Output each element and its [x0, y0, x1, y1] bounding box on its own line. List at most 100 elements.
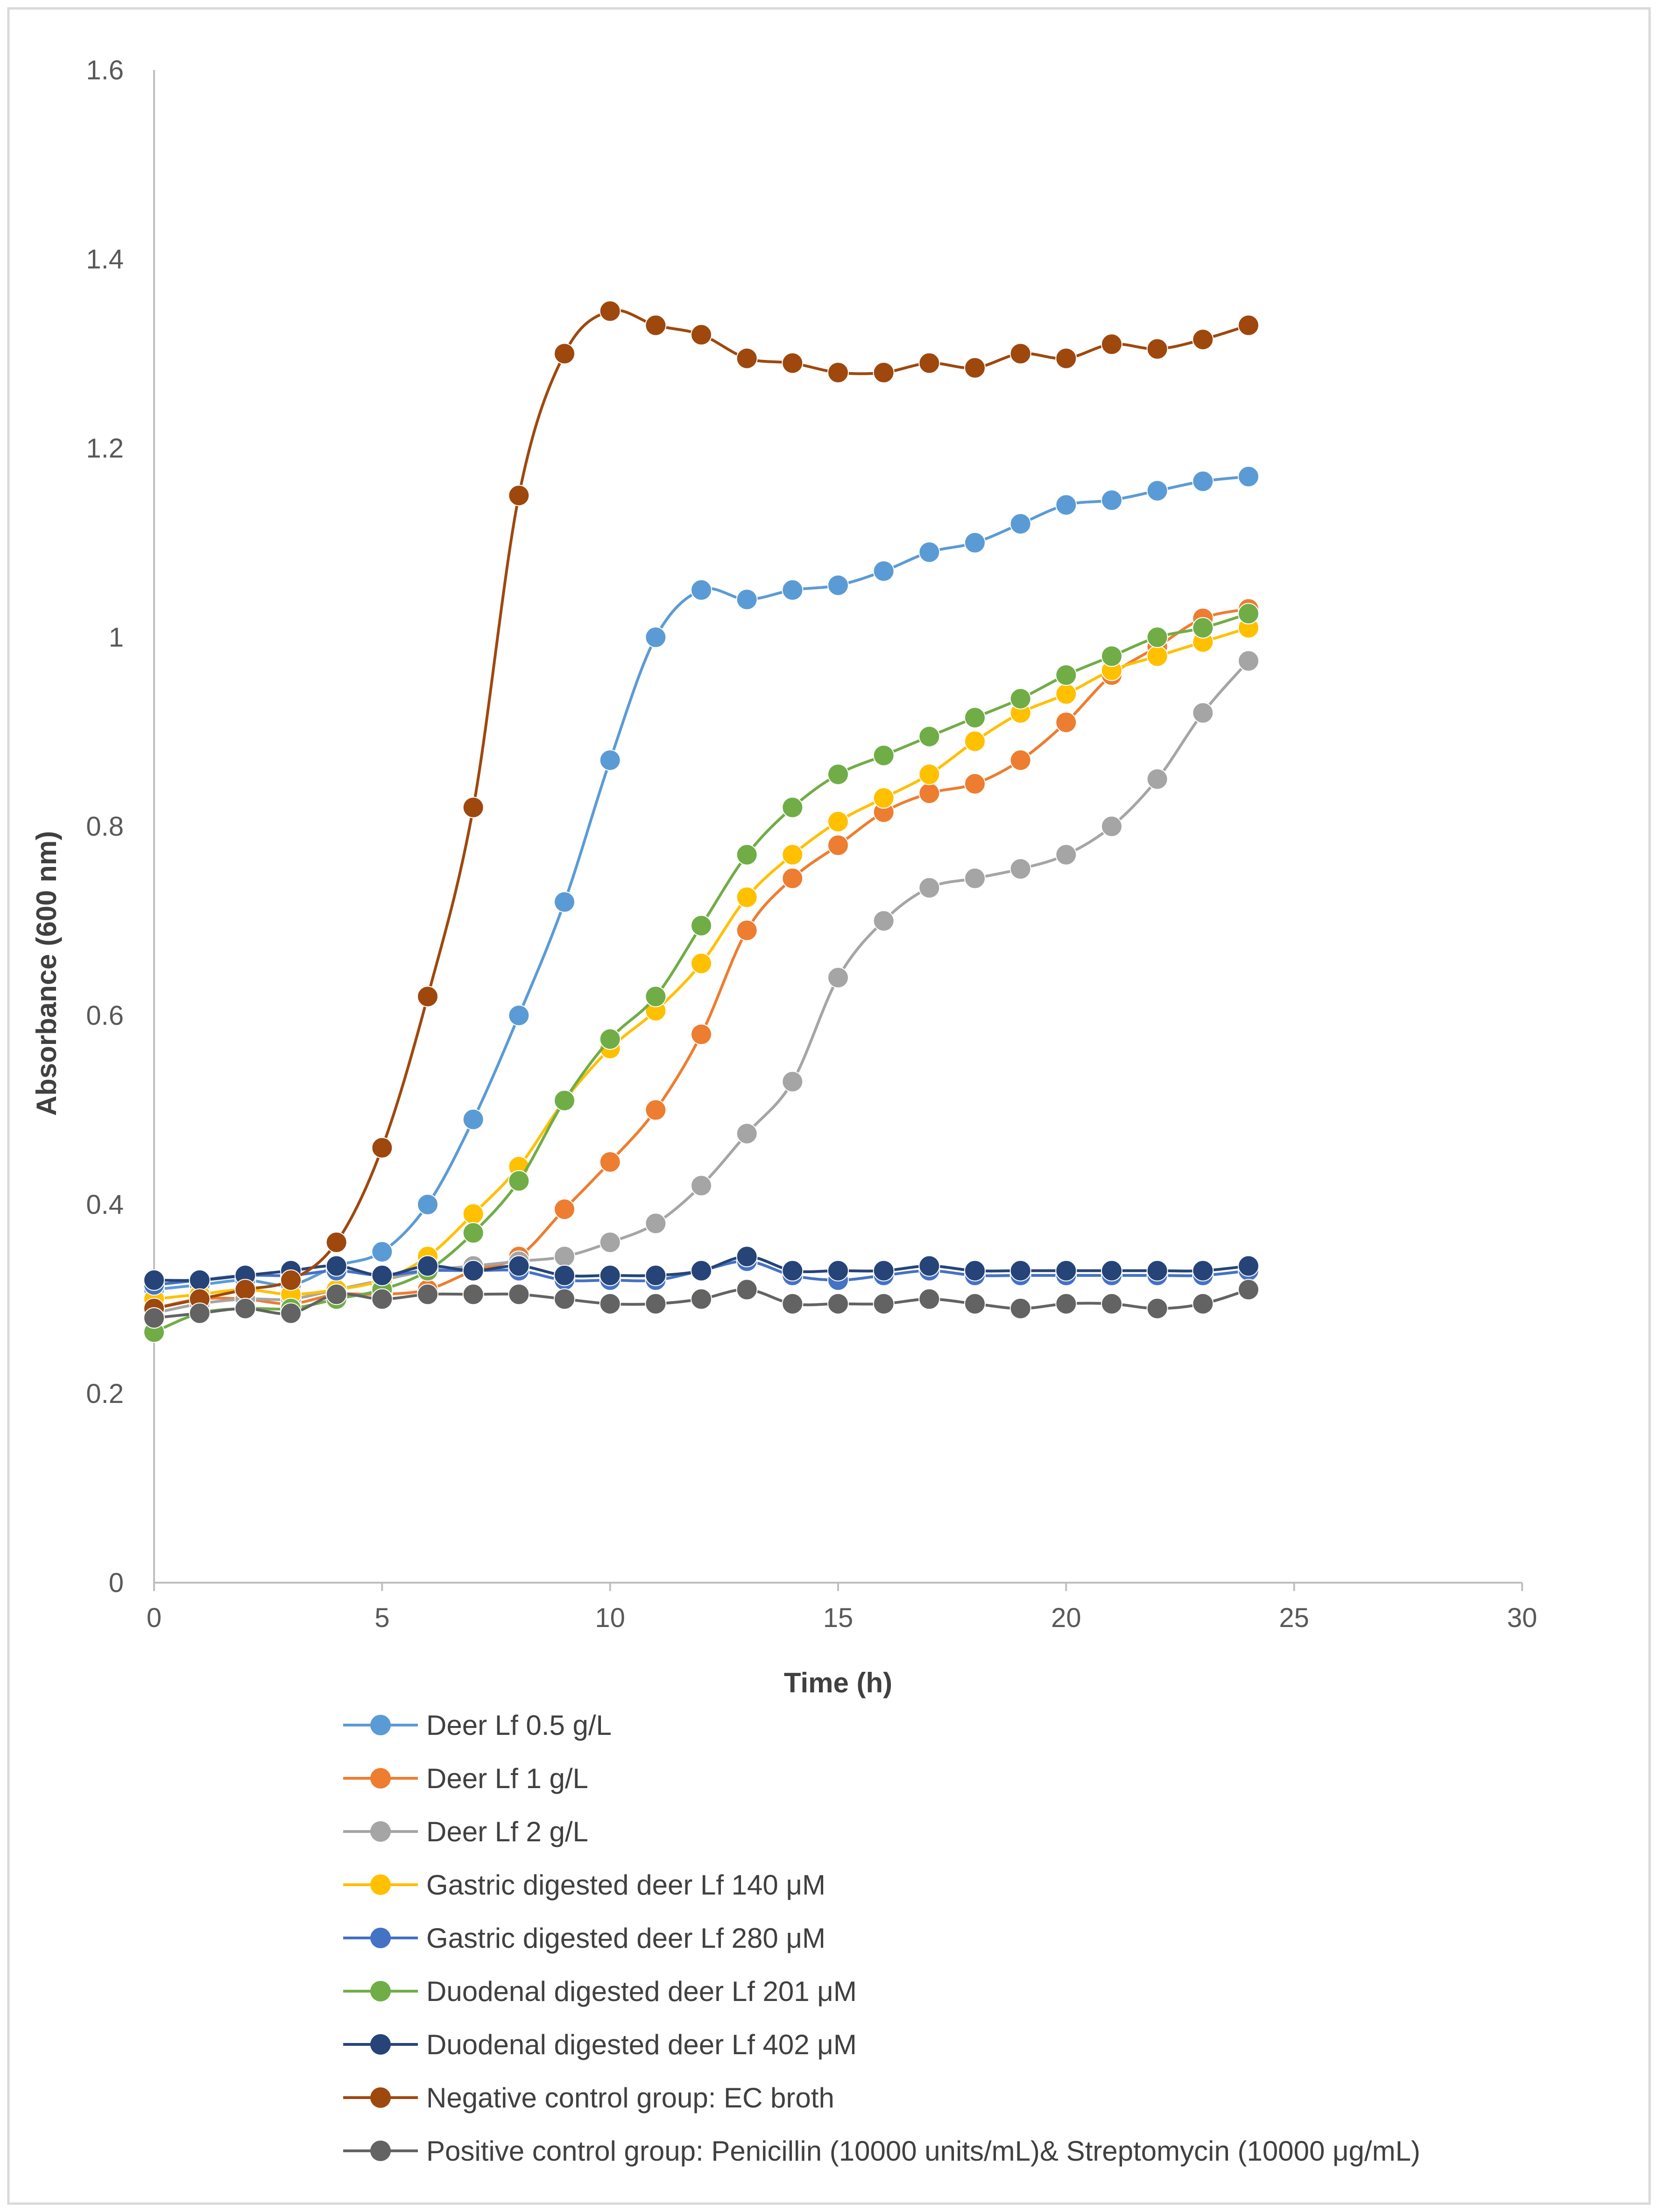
legend-label: Deer Lf 2 g/L [426, 1816, 588, 1847]
data-point [1238, 465, 1259, 487]
data-point [462, 1203, 484, 1225]
data-point [691, 915, 712, 937]
data-point [1101, 333, 1122, 355]
legend-marker [370, 1768, 391, 1789]
x-tick-label: 25 [1279, 1603, 1309, 1633]
data-point [1009, 749, 1031, 771]
data-point [599, 1028, 621, 1050]
data-point [918, 352, 940, 374]
legend-marker [370, 1981, 391, 2001]
data-point [964, 1260, 986, 1282]
data-point [325, 1283, 347, 1305]
data-point [827, 763, 849, 785]
data-point [1192, 329, 1214, 351]
legend-marker [370, 2087, 391, 2108]
data-point [918, 1255, 940, 1277]
legend-label: Duodenal digested deer Lf 402 μM [426, 2029, 857, 2060]
y-tick-label: 1.2 [86, 433, 124, 464]
data-point [1238, 314, 1259, 336]
data-point [1009, 343, 1031, 365]
data-point [1009, 1297, 1031, 1319]
data-point [599, 1264, 621, 1286]
data-point [1238, 1279, 1259, 1301]
data-point [782, 579, 804, 601]
data-point [782, 1293, 804, 1315]
x-tick-label: 5 [374, 1603, 389, 1633]
data-point [1009, 513, 1031, 535]
data-point [827, 834, 849, 856]
data-point [1192, 1293, 1214, 1315]
legend-item: Gastric digested deer Lf 280 μM [343, 1923, 825, 1954]
data-point [873, 745, 895, 767]
data-point [599, 1151, 621, 1173]
data-point [645, 986, 667, 1007]
data-point [736, 1123, 758, 1145]
legend-item: Deer Lf 1 g/L [343, 1763, 588, 1794]
data-point [599, 1232, 621, 1253]
data-point [417, 986, 438, 1007]
data-point [143, 1269, 165, 1291]
y-tick-label: 1.6 [86, 55, 124, 85]
series-7 [143, 1246, 1259, 1291]
data-point [462, 1222, 484, 1244]
data-point [827, 1293, 849, 1315]
data-point [508, 485, 530, 507]
x-axis-title: Time (h) [784, 1667, 892, 1698]
data-point [1101, 1293, 1122, 1315]
data-point [918, 763, 940, 785]
data-point [736, 347, 758, 369]
data-point [964, 532, 986, 554]
x-tick-label: 15 [823, 1603, 854, 1633]
data-point [280, 1269, 302, 1291]
data-point [827, 574, 849, 596]
legend-item: Deer Lf 0.5 g/L [343, 1710, 612, 1741]
data-point [1055, 712, 1077, 733]
legend-marker [370, 1928, 391, 1948]
data-point [554, 891, 575, 913]
data-point [1009, 1260, 1031, 1282]
data-point [417, 1194, 438, 1215]
data-point [462, 1260, 484, 1282]
data-point [417, 1283, 438, 1305]
data-point [1146, 645, 1168, 667]
data-point [1055, 683, 1077, 705]
data-point [827, 1260, 849, 1282]
legend-item: Gastric digested deer Lf 140 μM [343, 1869, 825, 1901]
data-point [1146, 627, 1168, 648]
legend-item: Negative control group: EC broth [343, 2082, 834, 2113]
data-point [1055, 1293, 1077, 1315]
data-point [1009, 858, 1031, 880]
data-point [736, 919, 758, 941]
data-point [691, 324, 712, 345]
data-point [1101, 1260, 1122, 1282]
data-point [417, 1255, 438, 1277]
data-point [691, 579, 712, 601]
data-point [1055, 1260, 1077, 1282]
legend-label: Negative control group: EC broth [426, 2082, 834, 2113]
data-point [1101, 489, 1122, 511]
data-point [1238, 603, 1259, 625]
data-point [918, 726, 940, 747]
legend-label: Duodenal digested deer Lf 201 μM [426, 1976, 857, 2007]
data-point [554, 1288, 575, 1310]
y-tick-label: 0.4 [86, 1190, 124, 1220]
data-point [964, 867, 986, 889]
data-point [691, 952, 712, 974]
data-point [782, 1260, 804, 1282]
data-point [508, 1283, 530, 1305]
data-point [964, 773, 986, 795]
series-9 [143, 1279, 1259, 1329]
data-point [371, 1137, 393, 1159]
x-tick-label: 0 [147, 1603, 162, 1633]
data-point [554, 1198, 575, 1220]
data-point [599, 749, 621, 771]
data-point [599, 1293, 621, 1315]
data-point [827, 362, 849, 383]
legend-item: Duodenal digested deer Lf 201 μM [343, 1976, 857, 2007]
data-point [325, 1232, 347, 1253]
data-point [1101, 645, 1122, 667]
data-point [371, 1288, 393, 1310]
data-point [189, 1269, 211, 1291]
data-point [645, 314, 667, 336]
